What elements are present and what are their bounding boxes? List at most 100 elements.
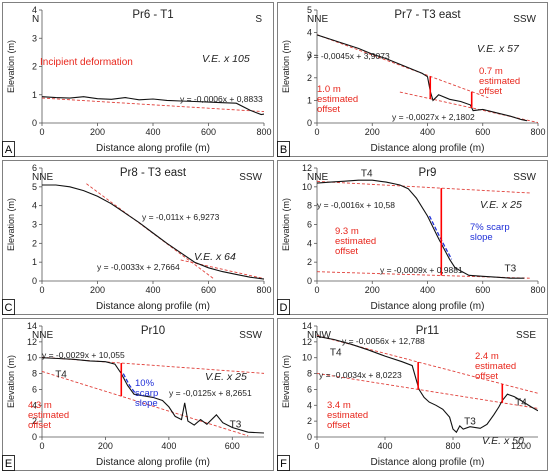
- y-tick-label: 4: [307, 400, 312, 410]
- profile-line: [42, 357, 264, 434]
- panel-letter: B: [280, 144, 287, 156]
- x-tick-label: 600: [201, 285, 216, 295]
- offset-label: 9.3 m estimated offset: [335, 226, 376, 257]
- direction-left: NNE: [32, 330, 53, 341]
- x-axis-title: Distance along profile (m): [371, 301, 485, 312]
- panel-title: Pr9: [419, 167, 437, 179]
- y-tick-label: 6: [32, 384, 37, 394]
- x-tick-label: 400: [420, 127, 435, 137]
- fit-equation: y = -0,0029x + 10,055: [42, 350, 125, 360]
- panel-title: Pr8 - T3 east: [120, 167, 187, 179]
- ve-label: V.E. x 57: [477, 43, 520, 55]
- ve-label: V.E. x 25: [480, 199, 522, 211]
- plot-area: [317, 179, 530, 279]
- ve-label: V.E. x 25: [205, 371, 247, 383]
- y-tick-label: 0: [32, 276, 37, 286]
- scarp-slope-line: [122, 373, 137, 395]
- direction-left: N: [32, 14, 39, 25]
- plot-area: [42, 356, 264, 437]
- y-tick-label: 14: [302, 321, 312, 331]
- panel-title: Pr11: [416, 325, 439, 337]
- profile-line: [42, 96, 264, 116]
- terrace-label: T4: [515, 397, 527, 408]
- y-tick-label: 4: [307, 238, 312, 248]
- direction-right: SSE: [516, 330, 536, 341]
- y-tick-label: 2: [307, 73, 312, 83]
- x-tick-label: 400: [420, 285, 435, 295]
- y-tick-label: 10: [27, 353, 37, 363]
- panel-letter-box: [2, 455, 15, 471]
- profile-line: [42, 184, 264, 280]
- y-tick-label: 10: [302, 353, 312, 363]
- panel-letter: D: [280, 302, 288, 314]
- trend-line: [317, 180, 530, 194]
- y-tick-label: 2: [307, 257, 312, 267]
- direction-right: SSW: [239, 172, 262, 183]
- y-tick-label: 8: [32, 369, 37, 379]
- profile-line: [317, 179, 525, 279]
- plot-area: [42, 183, 264, 280]
- x-axis-title: Distance along profile (m): [371, 457, 485, 468]
- terrace-label: T3: [505, 264, 517, 275]
- panel-title: Pr6 - T1: [132, 9, 173, 21]
- plot-area: [42, 96, 264, 116]
- panel-c: 0 1 2 3 4 5 6 0 200 400 600 800 Distance along profi…: [2, 160, 274, 315]
- fit-equation: y = -0,0006x + 0,8833: [180, 94, 263, 104]
- panel-f: 0 2 4 6 8 10 12 14 0 400 800 1200 Distance along pro…: [277, 318, 548, 471]
- y-tick-label: 0: [32, 432, 37, 442]
- y-tick-label: 12: [302, 163, 312, 173]
- panel-letter: E: [5, 458, 12, 470]
- y-tick-label: 6: [307, 384, 312, 394]
- y-tick-label: 5: [307, 5, 312, 15]
- direction-left: NNE: [307, 14, 328, 25]
- panel-letter-box: [2, 299, 15, 315]
- direction-right: SSW: [513, 14, 536, 25]
- trend-line: [180, 259, 264, 280]
- x-tick-label: 800: [256, 285, 271, 295]
- x-tick-label: 0: [39, 441, 44, 451]
- panel-title: Pr7 - T3 east: [394, 9, 461, 21]
- panel-letter: C: [5, 302, 13, 314]
- y-axis-title: Elevation (m): [281, 40, 291, 93]
- x-tick-label: 0: [314, 127, 319, 137]
- panel-frame: [277, 2, 548, 157]
- y-tick-label: 1: [32, 90, 37, 100]
- offset-label: 2.4 m estimated offset: [475, 351, 516, 382]
- panel-frame: [2, 160, 274, 315]
- fit-equation: y = -0,0056x + 12,788: [342, 336, 425, 346]
- x-tick-label: 400: [145, 285, 160, 295]
- fit-equation: y = -0,0034x + 8,0223: [319, 370, 402, 380]
- terrace-label: T4: [330, 347, 342, 358]
- x-tick-label: 1200: [511, 441, 531, 451]
- terrace-label: T3: [230, 419, 242, 430]
- y-tick-label: 5: [32, 182, 37, 192]
- y-tick-label: 0: [32, 118, 37, 128]
- trend-line: [42, 371, 249, 437]
- offset-label: 1.0 m estimated offset: [317, 84, 358, 115]
- offset-label: 0.7 m estimated offset: [479, 66, 520, 97]
- x-tick-label: 0: [39, 127, 44, 137]
- x-tick-label: 200: [90, 285, 105, 295]
- scarp-slope-label: 7% scarp slope: [470, 222, 510, 243]
- y-axis-title: Elevation (m): [281, 198, 291, 251]
- y-tick-label: 2: [32, 62, 37, 72]
- y-axis-title: Elevation (m): [6, 355, 16, 408]
- direction-right: S: [255, 14, 262, 25]
- profile-line: [317, 34, 528, 122]
- x-axis-title: Distance along profile (m): [371, 143, 485, 154]
- terrace-label: T4: [55, 370, 67, 381]
- panel-e: 0 2 4 6 8 10 12 14 0 200 400 600 Distance along prof…: [2, 318, 274, 471]
- y-tick-label: 0: [307, 118, 312, 128]
- panel-letter: A: [5, 144, 13, 156]
- fit-equation: y = -0,0125x + 8,2651: [169, 388, 252, 398]
- y-tick-label: 1: [307, 95, 312, 105]
- terrace-label: T4: [361, 168, 373, 179]
- x-tick-label: 600: [475, 127, 490, 137]
- y-tick-label: 0: [307, 276, 312, 286]
- trend-line: [317, 34, 489, 99]
- x-tick-label: 600: [475, 285, 490, 295]
- x-tick-label: 600: [201, 127, 216, 137]
- panel-frame: [2, 2, 274, 157]
- x-axis-title: Distance along profile (m): [96, 457, 210, 468]
